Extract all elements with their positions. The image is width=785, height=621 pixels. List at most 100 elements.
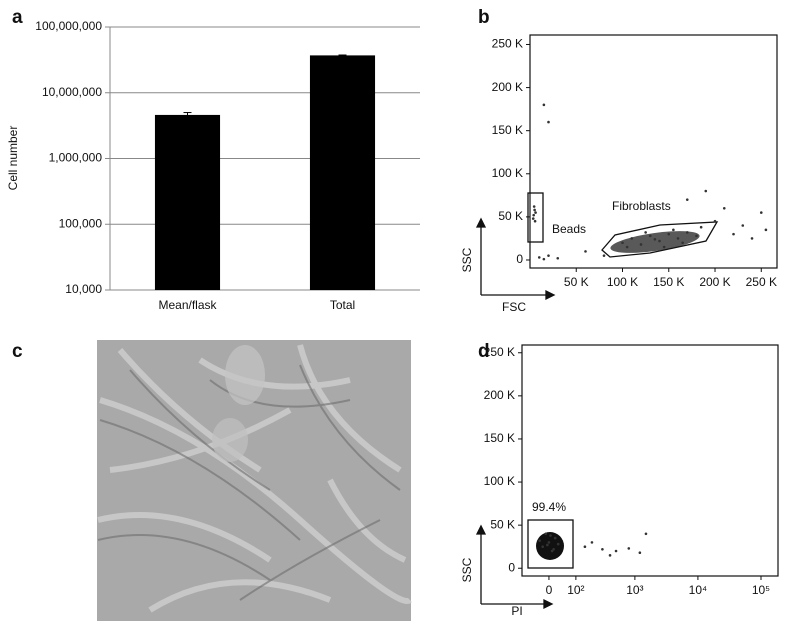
panel-label: c (12, 341, 23, 362)
y-tick-label: 150 K (484, 431, 515, 445)
y-tick-label: 0 (516, 252, 523, 266)
point (695, 234, 698, 238)
point (547, 254, 550, 257)
y-tick-label: 100 K (484, 474, 515, 488)
y-axis-label: SSC (460, 247, 474, 272)
point (676, 237, 680, 240)
y-tick-label: 100,000,000 (35, 19, 102, 33)
y-tick-label: 10,000 (65, 282, 102, 296)
point (741, 224, 745, 227)
point (638, 551, 642, 555)
x-tick-label: 150 K (653, 275, 684, 289)
point (704, 189, 708, 193)
y-tick-label: 200 K (492, 80, 523, 94)
point (608, 554, 612, 557)
point (552, 547, 555, 551)
point (722, 206, 726, 210)
annotation: Beads (552, 222, 586, 236)
point (547, 541, 551, 544)
point (653, 237, 657, 241)
x-tick-label: 10⁴ (689, 583, 708, 597)
plot-frame (521, 344, 779, 577)
panel-label: b (478, 7, 490, 28)
x-tick-label: 50 K (564, 275, 589, 289)
point (627, 547, 631, 550)
point (750, 237, 754, 240)
y-tick-label: 1,000,000 (49, 151, 103, 165)
point (531, 217, 535, 220)
point (550, 549, 554, 553)
x-tick-label: 0 (546, 583, 553, 597)
point (553, 536, 557, 540)
x-tick-label: Mean/flask (158, 298, 217, 312)
point (681, 241, 684, 245)
point (556, 542, 560, 546)
x-tick-label: 10³ (626, 583, 643, 597)
y-axis-label: Cell number (6, 126, 20, 191)
x-tick-label: 200 K (699, 275, 730, 289)
y-tick-label: 50 K (490, 517, 515, 531)
point (658, 239, 661, 243)
x-axis-label: PI (511, 604, 522, 618)
point (630, 237, 634, 240)
density-blobs (536, 231, 700, 560)
point (534, 211, 537, 214)
point (672, 228, 675, 232)
point (644, 231, 647, 234)
micrograph (97, 340, 413, 621)
point (549, 534, 552, 537)
point (614, 549, 618, 553)
point (590, 541, 594, 544)
y-tick-label: 100 K (492, 166, 523, 180)
panel-label: a (12, 7, 23, 28)
point (546, 543, 549, 547)
point (621, 241, 624, 245)
y-tick-label: 50 K (498, 209, 523, 223)
point (601, 547, 604, 551)
plot-frame (529, 34, 778, 269)
x-tick-label: Total (330, 298, 355, 312)
x-tick-label: 100 K (607, 275, 638, 289)
point (699, 225, 703, 229)
x-tick-label: 10⁵ (752, 583, 770, 597)
point (667, 232, 671, 236)
y-axis-label: SSC (460, 557, 474, 582)
point (625, 245, 629, 249)
point (759, 211, 763, 214)
point (532, 213, 536, 217)
point (541, 545, 544, 548)
x-tick-label: 10² (567, 583, 584, 597)
point (533, 219, 537, 223)
point (685, 198, 689, 201)
panel-label: d (478, 341, 490, 362)
y-tick-label: 150 K (492, 123, 523, 137)
y-tick-label: 0 (508, 560, 515, 574)
point (544, 532, 548, 536)
bar (154, 114, 221, 290)
y-tick-label: 250 K (484, 345, 515, 359)
x-tick-label: 250 K (746, 275, 777, 289)
bar (309, 55, 376, 291)
point (533, 208, 536, 212)
annotation: 99.4% (532, 500, 566, 514)
annotation: Fibroblasts (612, 199, 671, 213)
point (542, 103, 546, 107)
y-tick-label: 200 K (484, 388, 515, 402)
point (732, 232, 735, 236)
axis-arrows (475, 217, 556, 610)
point (547, 120, 550, 124)
point (685, 231, 689, 234)
point (583, 545, 587, 548)
point (648, 234, 652, 238)
point (644, 532, 648, 536)
y-tick-label: 10,000,000 (42, 85, 102, 99)
point (764, 228, 768, 232)
point (538, 539, 541, 542)
point (662, 245, 666, 249)
x-axis-label: FSC (502, 300, 526, 314)
y-tick-label: 250 K (492, 37, 523, 51)
point (639, 243, 643, 246)
point (542, 257, 546, 261)
point (556, 256, 560, 260)
